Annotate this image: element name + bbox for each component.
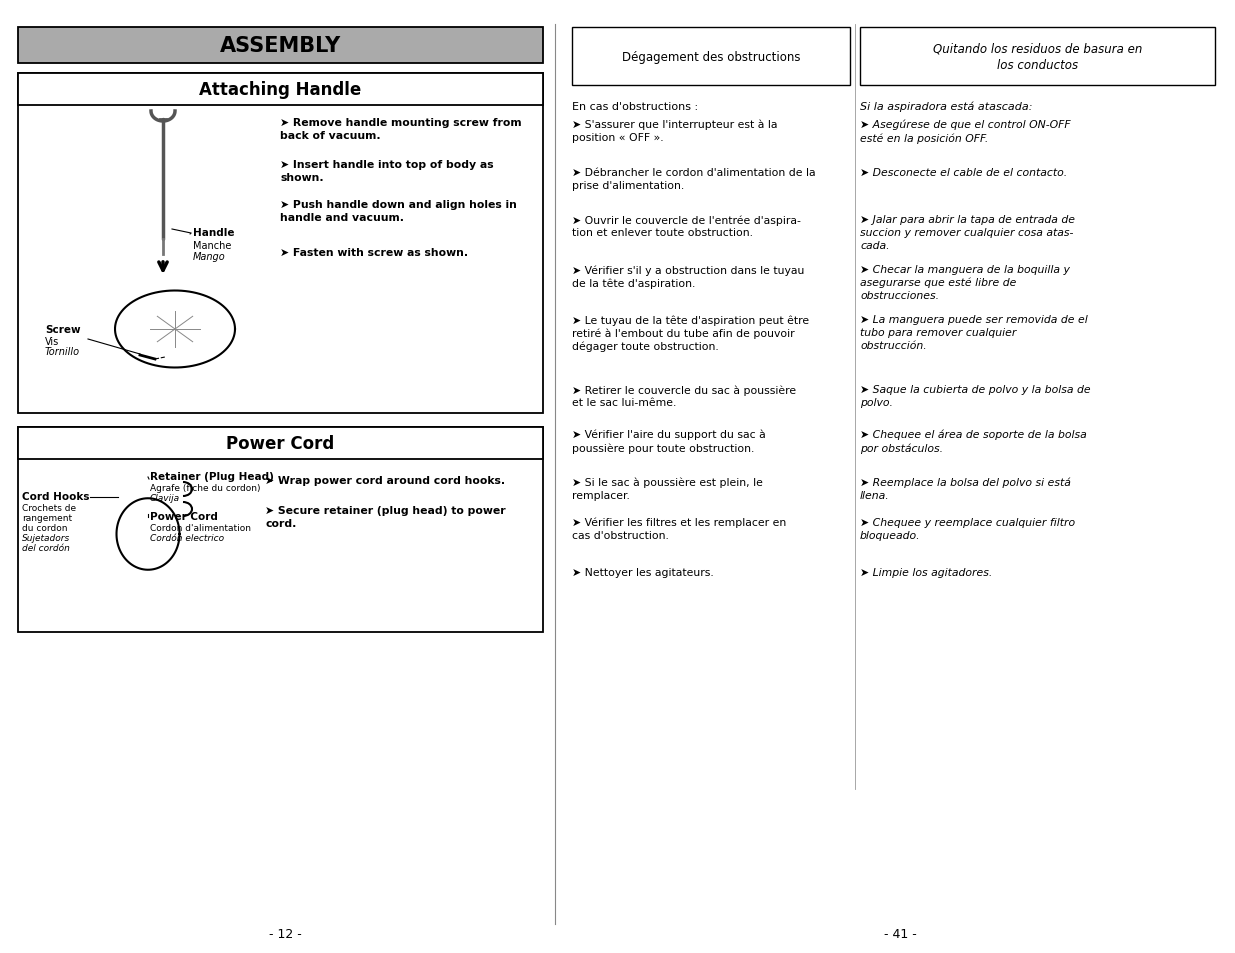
Text: Quitando los residuos de basura en
los conductos: Quitando los residuos de basura en los c… [932, 42, 1142, 71]
Text: ➤ Vérifier l'aire du support du sac à
poussière pour toute obstruction.: ➤ Vérifier l'aire du support du sac à po… [572, 430, 766, 454]
Text: Screw: Screw [44, 325, 80, 335]
Text: ➤ Reemplace la bolsa del polvo si está
llena.: ➤ Reemplace la bolsa del polvo si está l… [860, 477, 1071, 500]
Text: rangement: rangement [22, 514, 72, 522]
Text: Clavija: Clavija [149, 494, 180, 502]
Text: ➤ Retirer le couvercle du sac à poussière
et le sac lui-même.: ➤ Retirer le couvercle du sac à poussièr… [572, 385, 797, 408]
Text: Crochets de: Crochets de [22, 503, 77, 513]
Text: Cordón electrico: Cordón electrico [149, 534, 224, 542]
Text: ➤ Le tuyau de la tête d'aspiration peut être
retiré à l'embout du tube afin de p: ➤ Le tuyau de la tête d'aspiration peut … [572, 314, 809, 352]
FancyBboxPatch shape [19, 74, 543, 106]
Text: Vis: Vis [44, 336, 59, 347]
FancyBboxPatch shape [572, 28, 850, 86]
Text: ➤ Chequee y reemplace cualquier filtro
bloqueado.: ➤ Chequee y reemplace cualquier filtro b… [860, 517, 1076, 540]
Text: Agrafe (fiche du cordon): Agrafe (fiche du cordon) [149, 483, 261, 493]
Text: ➤ Limpie los agitadores.: ➤ Limpie los agitadores. [860, 567, 993, 578]
FancyBboxPatch shape [19, 428, 543, 633]
Text: ➤ Vérifier s'il y a obstruction dans le tuyau
de la tête d'aspiration.: ➤ Vérifier s'il y a obstruction dans le … [572, 265, 804, 289]
Text: ➤ Fasten with screw as shown.: ➤ Fasten with screw as shown. [280, 248, 468, 257]
Text: ➤ S'assurer que l'interrupteur est à la
position « OFF ».: ➤ S'assurer que l'interrupteur est à la … [572, 120, 778, 143]
Text: ➤ Push handle down and align holes in
handle and vacuum.: ➤ Push handle down and align holes in ha… [280, 200, 517, 223]
Text: del cordón: del cordón [22, 543, 70, 553]
Text: Power Cord: Power Cord [226, 435, 335, 453]
Text: ➤ Secure retainer (plug head) to power
cord.: ➤ Secure retainer (plug head) to power c… [266, 505, 505, 528]
Text: Si la aspiradora está atascada:: Si la aspiradora está atascada: [860, 102, 1032, 112]
Text: du cordon: du cordon [22, 523, 68, 533]
FancyBboxPatch shape [19, 74, 543, 414]
Text: Cordon d'alimentation: Cordon d'alimentation [149, 523, 251, 533]
Text: ➤ Chequee el área de soporte de la bolsa
por obstáculos.: ➤ Chequee el área de soporte de la bolsa… [860, 430, 1087, 454]
FancyBboxPatch shape [860, 28, 1215, 86]
Text: ➤ Vérifier les filtres et les remplacer en
cas d'obstruction.: ➤ Vérifier les filtres et les remplacer … [572, 517, 787, 540]
Text: Dégagement des obstructions: Dégagement des obstructions [621, 51, 800, 64]
Text: ➤ Jalar para abrir la tapa de entrada de
succion y remover cualquier cosa atas-
: ➤ Jalar para abrir la tapa de entrada de… [860, 214, 1074, 251]
Text: Tornillo: Tornillo [44, 347, 80, 356]
Text: Sujetadors: Sujetadors [22, 534, 70, 542]
Text: Manche: Manche [193, 241, 231, 251]
Text: En cas d'obstructions :: En cas d'obstructions : [572, 102, 698, 112]
Text: ASSEMBLY: ASSEMBLY [220, 36, 341, 56]
Text: Retainer (Plug Head): Retainer (Plug Head) [149, 472, 274, 481]
Text: ➤ Si le sac à poussière est plein, le
remplacer.: ➤ Si le sac à poussière est plein, le re… [572, 477, 763, 500]
Text: ➤ Remove handle mounting screw from
back of vacuum.: ➤ Remove handle mounting screw from back… [280, 118, 521, 141]
Text: ➤ La manguera puede ser removida de el
tubo para remover cualquier
obstrucción.: ➤ La manguera puede ser removida de el t… [860, 314, 1088, 351]
Text: ➤ Asegúrese de que el control ON-OFF
esté en la posición OFF.: ➤ Asegúrese de que el control ON-OFF est… [860, 120, 1071, 144]
Text: ➤ Desconecte el cable de el contacto.: ➤ Desconecte el cable de el contacto. [860, 168, 1067, 178]
Text: ➤ Nettoyer les agitateurs.: ➤ Nettoyer les agitateurs. [572, 567, 714, 578]
Text: ➤ Checar la manguera de la boquilla y
asegurarse que esté libre de
obstrucciones: ➤ Checar la manguera de la boquilla y as… [860, 265, 1070, 301]
Text: ➤ Wrap power cord around cord hooks.: ➤ Wrap power cord around cord hooks. [266, 476, 505, 485]
Text: Mango: Mango [193, 252, 226, 262]
Text: - 12 -: - 12 - [269, 927, 301, 940]
FancyBboxPatch shape [19, 28, 543, 64]
Text: Attaching Handle: Attaching Handle [199, 81, 362, 99]
Text: ➤ Insert handle into top of body as
shown.: ➤ Insert handle into top of body as show… [280, 160, 494, 183]
Text: Cord Hooks: Cord Hooks [22, 492, 89, 501]
Text: ➤ Ouvrir le couvercle de l'entrée d'aspira-
tion et enlever toute obstruction.: ➤ Ouvrir le couvercle de l'entrée d'aspi… [572, 214, 800, 238]
Text: ➤ Débrancher le cordon d'alimentation de la
prise d'alimentation.: ➤ Débrancher le cordon d'alimentation de… [572, 168, 815, 191]
Text: ➤ Saque la cubierta de polvo y la bolsa de
polvo.: ➤ Saque la cubierta de polvo y la bolsa … [860, 385, 1091, 407]
FancyBboxPatch shape [19, 428, 543, 459]
Text: Handle: Handle [193, 228, 235, 237]
Text: - 41 -: - 41 - [883, 927, 916, 940]
Text: Power Cord: Power Cord [149, 512, 217, 521]
